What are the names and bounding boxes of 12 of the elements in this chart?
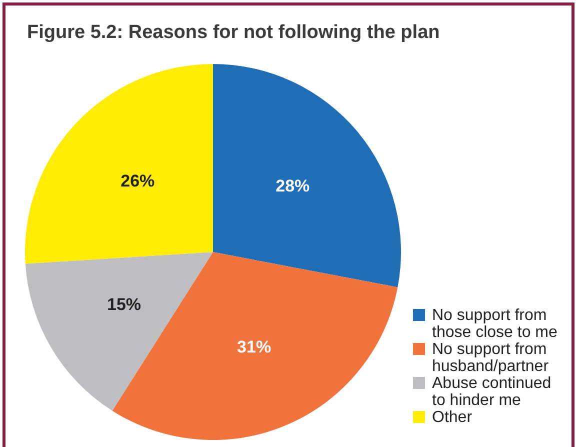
legend-label: Abuse continued to hinder me <box>432 375 552 409</box>
pie-slice <box>213 64 401 288</box>
legend-label: Other <box>432 409 473 426</box>
legend-label: No support from husband/partner <box>432 341 550 375</box>
pie-slice <box>25 64 213 264</box>
data-label: 28% <box>276 176 310 196</box>
data-label: 15% <box>106 295 142 314</box>
chart-title: Figure 5.2: Reasons for not following the plan <box>27 22 440 43</box>
data-label: 31% <box>237 337 272 356</box>
pie-slice <box>25 252 213 411</box>
legend-label: No support from those close to me <box>432 307 558 341</box>
data-label: 26% <box>120 172 155 191</box>
